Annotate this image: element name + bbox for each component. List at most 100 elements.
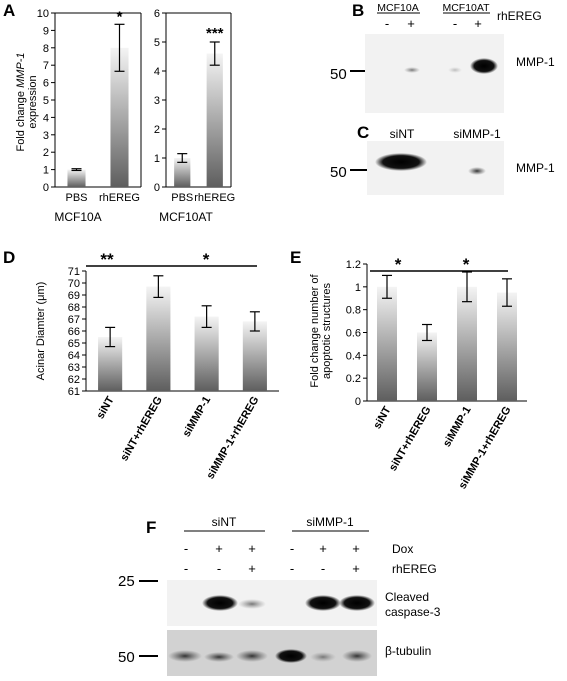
- chart-d-ytick-label: 66: [68, 326, 80, 338]
- blot-c: siNT siMMP-1 50 MMP-1: [330, 127, 555, 195]
- f-group-sint: siNT: [212, 515, 237, 529]
- chart-a2-ytick-label: 4: [154, 66, 160, 78]
- chart-e-bar: [497, 292, 517, 401]
- f-membrane-bottom: [167, 630, 377, 676]
- c-band-2: [468, 167, 486, 175]
- chart-a-ytick-label: 3: [43, 130, 49, 142]
- a-ylabel-pre: Fold change: [15, 88, 27, 152]
- chart-a2-ytick-label: 0: [154, 182, 160, 194]
- chart-d-ytick-label: 63: [68, 362, 80, 374]
- d-ylabel: Acinar Diamter (μm): [35, 282, 47, 381]
- chart-e-xtick-label: siNT: [371, 404, 393, 431]
- chart-a2-xtick-label: PBS: [171, 192, 193, 204]
- chart-e-ytick-label: 1: [355, 282, 361, 294]
- f-band-bottom-1: [168, 650, 202, 662]
- f-marker-50: 50: [118, 649, 135, 666]
- chart-d-ytick-label: 65: [68, 338, 80, 350]
- f-dox-1: -: [184, 541, 188, 556]
- f-band-top-6: [339, 595, 375, 611]
- panel-letter-a: A: [3, 1, 15, 20]
- f-dox-5: +: [319, 541, 327, 556]
- chart-e-ytick-label: 0: [355, 396, 361, 408]
- d-significance-1: **: [100, 250, 114, 269]
- chart-d-xtick-label: siNT: [94, 394, 116, 421]
- f-band-bottom-2: [204, 652, 234, 662]
- chart-a-ytick-label: 4: [43, 112, 49, 124]
- blot-b: MCF10A MCF10AT - + - + rhEREG 50 MMP-1: [330, 2, 555, 113]
- chart-e-ytick-label: 0.8: [346, 305, 361, 317]
- chart-d-ytick-label: 71: [68, 266, 80, 278]
- f-dox-label: Dox: [392, 542, 413, 556]
- f-ereg-5: -: [321, 561, 325, 576]
- c-lane-sint: siNT: [390, 127, 415, 141]
- chart-a2-ytick-label: 1: [154, 153, 160, 165]
- chart-e-ytick-label: 0.4: [346, 350, 361, 362]
- panel-letter-d: D: [3, 248, 15, 267]
- chart-e-bar: [457, 286, 477, 401]
- a-xlabel: MCF10A: [54, 210, 101, 224]
- chart-d-xtick-label: siMMP-1+rhEREG: [204, 395, 261, 482]
- blot-f: siNT siMMP-1 - + + - + + Dox - - + - - +…: [118, 515, 441, 676]
- chart-d-ytick-label: 62: [68, 374, 80, 386]
- b-sign-2: +: [407, 16, 415, 31]
- b-band-label: MMP-1: [516, 55, 555, 69]
- panel-letter-c: C: [357, 123, 369, 142]
- chart-d-bar: [242, 321, 267, 391]
- chart-a-xtick-label: PBS: [65, 192, 87, 204]
- chart-a-ytick-label: 1: [43, 165, 49, 177]
- b-lane-mcf10at: MCF10AT: [442, 2, 490, 14]
- chart-e-xtick-label: siNT+rhEREG: [387, 405, 434, 474]
- f-ereg-1: -: [184, 561, 188, 576]
- chart-a-ytick-label: 2: [43, 147, 49, 159]
- b-sign-3: -: [453, 16, 457, 31]
- chart-a-mcf10a: 0 1 2 3 4 5 6 7 8 9 10 PBS rhEREG *: [37, 8, 142, 204]
- chart-a-ytick-label: 0: [43, 182, 49, 194]
- f-dox-4: -: [290, 541, 294, 556]
- e-significance-1: *: [395, 255, 402, 274]
- a2-xlabel: MCF10AT: [159, 210, 213, 224]
- chart-a-ytick-label: 5: [43, 95, 49, 107]
- a2-significance: ***: [206, 25, 224, 42]
- chart-a-bar: [110, 47, 129, 187]
- b-sign-1: -: [385, 16, 389, 31]
- f-band-top-label-1: Cleaved: [385, 590, 429, 604]
- chart-d-ytick-label: 64: [68, 350, 80, 362]
- f-dox-2: +: [215, 541, 223, 556]
- e-significance-2: *: [463, 255, 470, 274]
- chart-e-bar: [377, 286, 397, 401]
- f-dox-6: +: [352, 541, 360, 556]
- chart-d-bar: [194, 316, 219, 391]
- chart-a-ytick-label: 8: [43, 43, 49, 55]
- f-band-bottom-label: β-tubulin: [385, 644, 431, 658]
- chart-d-ytick-label: 70: [68, 278, 80, 290]
- f-band-bottom-4: [275, 649, 307, 663]
- chart-d-ytick-label: 69: [68, 290, 80, 302]
- chart-a-ytick-label: 6: [43, 78, 49, 90]
- chart-a2-bar: [174, 158, 191, 187]
- chart-a-ytick-label: 7: [43, 60, 49, 72]
- chart-d-bar: [146, 286, 171, 391]
- chart-d-xtick-label: siMMP-1: [181, 395, 214, 440]
- chart-d-xtick-label: siNT+rhEREG: [118, 395, 165, 464]
- chart-a-ytick-label: 9: [43, 25, 49, 37]
- c-band-label: MMP-1: [516, 161, 555, 175]
- b-marker-50: 50: [330, 66, 347, 83]
- a-ylabel: Fold change MMP-1: [15, 52, 27, 151]
- b-band-3: [448, 67, 462, 73]
- panel-letter-e: E: [290, 248, 301, 267]
- a-ylabel-gene: MMP-1: [15, 52, 27, 87]
- chart-d-ytick-label: 61: [68, 386, 80, 398]
- chart-a-mcf10at: 0 1 2 3 4 5 6 PBS rhEREG ***: [154, 8, 235, 204]
- f-ereg-2: -: [217, 561, 221, 576]
- f-ereg-label: rhEREG: [392, 562, 437, 576]
- chart-e-ytick-label: 0.2: [346, 373, 361, 385]
- panel-letter-f: F: [146, 518, 156, 537]
- f-group-simmp1: siMMP-1: [306, 515, 354, 529]
- f-band-bottom-3: [236, 650, 268, 662]
- b-lane-mcf10a: MCF10A: [377, 2, 418, 14]
- f-marker-25: 25: [118, 573, 135, 590]
- chart-e-bar: [417, 332, 437, 401]
- chart-a-ytick-label: 10: [37, 8, 49, 20]
